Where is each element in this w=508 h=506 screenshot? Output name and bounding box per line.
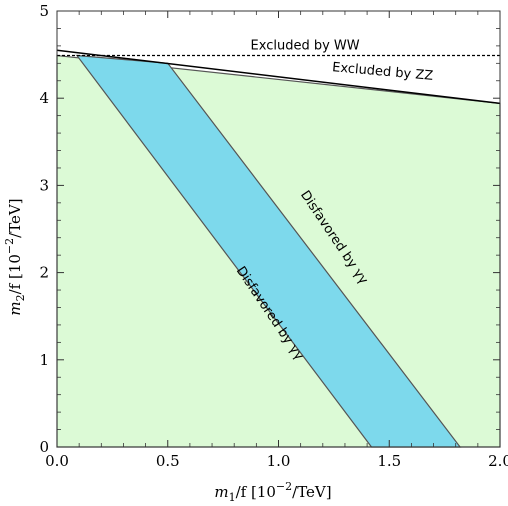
x-tick-label: 1.0 — [267, 452, 291, 470]
zz-bound-line — [56, 49, 501, 105]
regions-layer — [56, 54, 501, 448]
x-tick-label: 0.5 — [156, 452, 180, 470]
y-tick-label: 5 — [39, 2, 49, 20]
y-tick-label: 2 — [39, 264, 49, 282]
x-tick-label: 0.0 — [45, 452, 69, 470]
y-tick-label: 1 — [39, 351, 49, 369]
bounds-layer — [56, 49, 501, 105]
x-tick-label: 2.0 — [488, 452, 508, 470]
x-axis-label: m1/f [10−2/TeV] — [214, 480, 331, 504]
x-tick-label: 1.5 — [377, 452, 401, 470]
ticks-layer: 0.0 0.5 1.0 1.5 2.0 0 1 2 3 4 5 — [39, 2, 508, 470]
y-tick-label: 0 — [39, 438, 49, 456]
y-tick-label: 4 — [39, 89, 49, 107]
y-axis-label: m2/f [10−2/TeV] — [3, 198, 27, 315]
annotation-label: Excluded by ZZ — [332, 60, 434, 84]
y-tick-label: 3 — [39, 176, 49, 194]
annotation-label: Excluded by WW — [251, 38, 360, 53]
